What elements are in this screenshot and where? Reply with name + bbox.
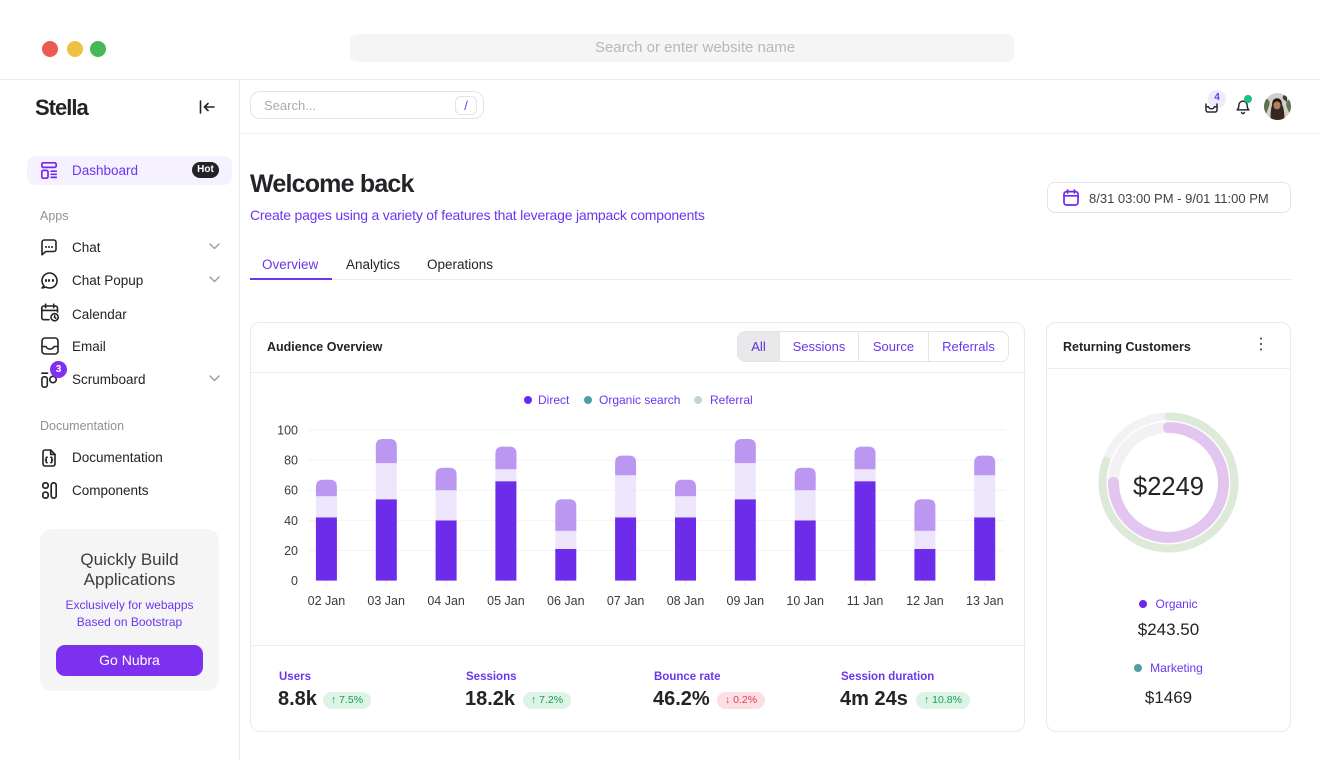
svg-text:12 Jan: 12 Jan [906,594,944,608]
svg-text:05 Jan: 05 Jan [487,594,525,608]
svg-text:07 Jan: 07 Jan [607,594,645,608]
svg-text:03 Jan: 03 Jan [367,594,405,608]
svg-text:0: 0 [291,574,298,588]
svg-text:06 Jan: 06 Jan [547,594,585,608]
svg-text:10 Jan: 10 Jan [786,594,824,608]
svg-text:02 Jan: 02 Jan [308,594,346,608]
svg-text:13 Jan: 13 Jan [966,594,1004,608]
svg-text:60: 60 [284,484,298,498]
svg-text:40: 40 [284,514,298,528]
svg-text:80: 80 [284,454,298,468]
svg-text:20: 20 [284,544,298,558]
svg-text:08 Jan: 08 Jan [667,594,705,608]
svg-text:09 Jan: 09 Jan [727,594,765,608]
svg-text:100: 100 [277,424,298,438]
svg-text:11 Jan: 11 Jan [847,594,884,608]
svg-text:04 Jan: 04 Jan [427,594,465,608]
